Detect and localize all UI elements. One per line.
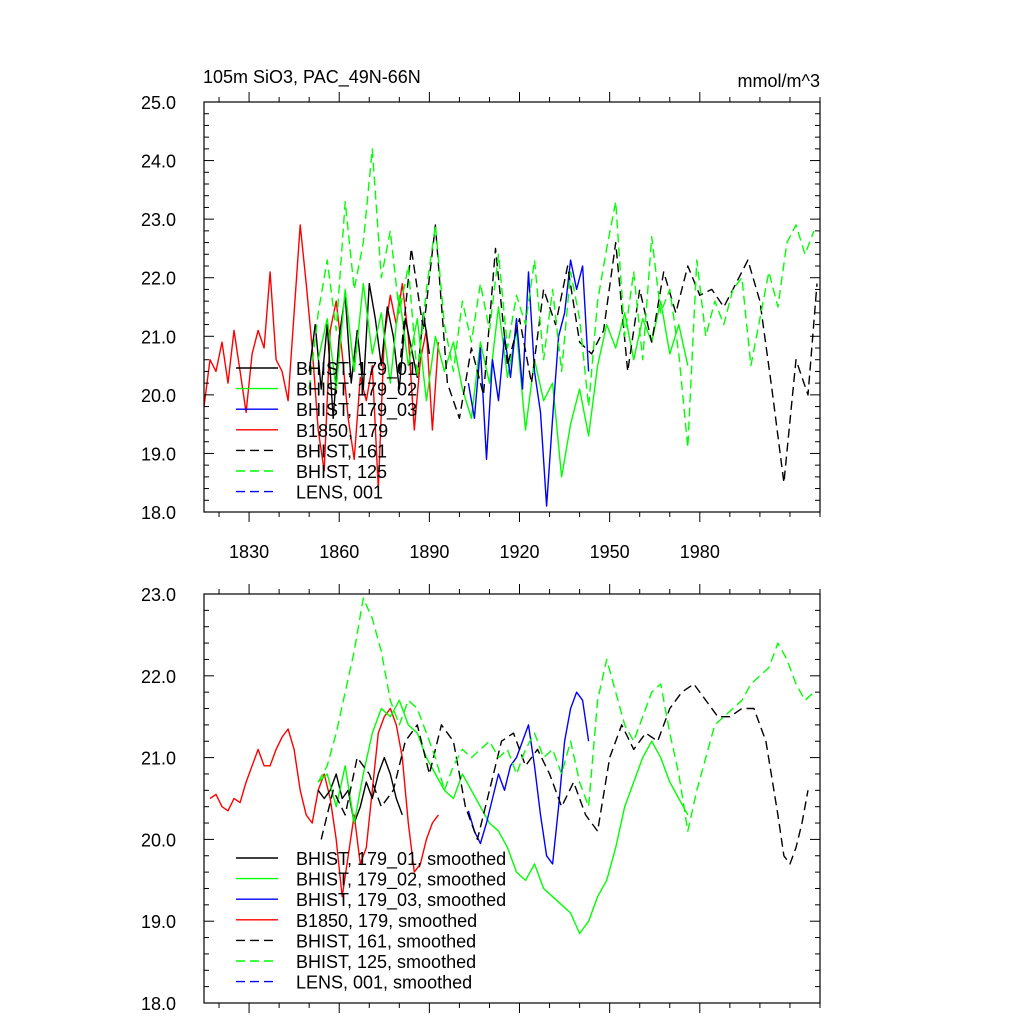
plot-frame bbox=[203, 101, 821, 513]
chart-title: 105m SiO3, PAC_49N-66N bbox=[203, 67, 421, 88]
series-line-3 bbox=[467, 691, 590, 865]
x-tick-label: 1980 bbox=[680, 542, 720, 562]
legend-label: BHIST, 179_01 bbox=[296, 359, 417, 380]
y-tick-label: 23.0 bbox=[141, 585, 176, 605]
series-line-2 bbox=[317, 699, 689, 935]
series-line-0 bbox=[209, 707, 439, 898]
series-line-3 bbox=[467, 259, 590, 507]
legend-label: B1850, 179, smoothed bbox=[296, 911, 477, 931]
x-tick-label: 1830 bbox=[229, 542, 269, 562]
legend-label: BHIST, 179_02 bbox=[296, 380, 417, 401]
y-tick-label: 19.0 bbox=[141, 912, 176, 932]
series-line-5 bbox=[308, 148, 815, 449]
legend-label: LENS, 001, smoothed bbox=[296, 973, 472, 993]
legend-label: BHIST, 161, smoothed bbox=[296, 931, 476, 951]
legend-label: BHIST, 161 bbox=[296, 441, 387, 461]
series-line-0 bbox=[203, 224, 440, 490]
bottom-panel: 18.0 19.0 20.0 21.0 22.0 23.0 BHIST, 179_01, s… bbox=[141, 584, 821, 1014]
y-tick-label: 25.0 bbox=[141, 93, 176, 113]
units-label: mmol/m^3 bbox=[738, 71, 820, 91]
legend-label: BHIST, 179_01, smoothed bbox=[296, 849, 506, 870]
legend-label: BHIST, 179_03, smoothed bbox=[296, 890, 506, 911]
series-line-1 bbox=[308, 282, 431, 419]
y-tick-label: 20.0 bbox=[141, 386, 176, 406]
legend-label: BHIST, 125, smoothed bbox=[296, 952, 476, 972]
y-tick-label: 24.0 bbox=[141, 152, 176, 172]
legend-label: BHIST, 179_02, smoothed bbox=[296, 870, 506, 891]
legend-label: BHIST, 125 bbox=[296, 462, 387, 482]
legend-label: BHIST, 179_03 bbox=[296, 400, 417, 421]
y-tick-label: 20.0 bbox=[141, 830, 176, 850]
series-line-5 bbox=[317, 597, 815, 832]
y-tick-label: 22.0 bbox=[141, 269, 176, 289]
legend-label: B1850, 179 bbox=[296, 421, 388, 441]
y-tick-label: 23.0 bbox=[141, 210, 176, 230]
series-line-4 bbox=[398, 224, 818, 484]
plot-frame bbox=[203, 593, 821, 1004]
x-tick-label: 1950 bbox=[590, 542, 630, 562]
x-tick-label: 1920 bbox=[499, 542, 539, 562]
y-tick-label: 22.0 bbox=[141, 667, 176, 687]
y-tick-label: 21.0 bbox=[141, 327, 176, 347]
series-line-1 bbox=[317, 756, 403, 824]
y-tick-label: 19.0 bbox=[141, 444, 176, 464]
top-panel: 18.0 19.0 20.0 21.0 22.0 23.0 24.0 25.0 1830 1860… bbox=[141, 92, 821, 562]
legend-label: LENS, 001 bbox=[296, 483, 383, 503]
x-tick-label: 1890 bbox=[409, 542, 449, 562]
y-tick-label: 21.0 bbox=[141, 749, 176, 769]
series-line-4 bbox=[320, 683, 809, 865]
y-tick-label: 18.0 bbox=[141, 994, 176, 1014]
x-tick-label: 1860 bbox=[319, 542, 359, 562]
y-tick-label: 18.0 bbox=[141, 503, 176, 523]
